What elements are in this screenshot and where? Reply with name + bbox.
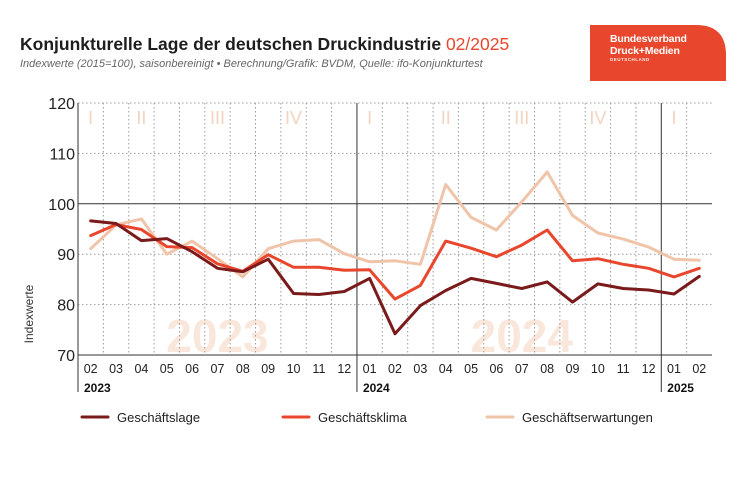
- y-tick-label-70: 70: [57, 348, 75, 365]
- bvdm-logo: [590, 25, 726, 81]
- x-tick-label: 07: [515, 362, 529, 376]
- quarter-label-0: I: [88, 108, 93, 128]
- legend-label-geschäftsklima: Geschäftsklima: [318, 410, 408, 425]
- quarter-label-7: IV: [589, 108, 606, 128]
- x-tick-label: 11: [617, 362, 630, 376]
- logo-line-3: DEUTSCHLAND: [610, 57, 650, 62]
- x-tick-label: 09: [261, 362, 275, 376]
- year-watermark-2024: 2024: [471, 310, 574, 362]
- y-tick-label-100: 100: [48, 197, 75, 214]
- logo-text: Bundesverband Druck+Medien DEUTSCHLAND: [610, 33, 687, 63]
- quarter-label-1: II: [136, 108, 146, 128]
- quarter-label-2: III: [210, 108, 225, 128]
- x-tick-label: 02: [692, 362, 706, 376]
- title-period: 02/2025: [445, 34, 510, 54]
- x-tick-label: 11: [312, 362, 325, 376]
- x-tick-label: 01: [667, 362, 681, 376]
- y-tick-label-90: 90: [57, 247, 75, 264]
- legend-label-geschäftserwartungen: Geschäftserwartungen: [522, 410, 653, 425]
- legend-label-geschäftslage: Geschäftslage: [117, 410, 200, 425]
- x-tick-label: 08: [540, 362, 554, 376]
- x-tick-label: 10: [287, 362, 301, 376]
- logo-line-2: Druck+Medien: [610, 45, 680, 57]
- x-tick-label: 05: [160, 362, 174, 376]
- x-tick-label: 03: [413, 362, 427, 376]
- x-tick-label: 06: [489, 362, 503, 376]
- chart-subtitle: Indexwerte (2015=100), saisonbereinigt •…: [20, 58, 483, 70]
- x-tick-label: 04: [134, 362, 148, 376]
- x-tick-label: 03: [109, 362, 123, 376]
- y-tick-label-120: 120: [48, 96, 75, 113]
- chart-title: Konjunkturelle Lage der deutschen Drucki…: [20, 34, 509, 55]
- title-text: Konjunkturelle Lage der deutschen Drucki…: [20, 34, 442, 54]
- series-line-geschäftserwartungen: [89, 170, 701, 279]
- y-tick-label-80: 80: [57, 298, 75, 315]
- quarter-label-8: I: [671, 108, 676, 128]
- x-tick-label: 12: [642, 362, 656, 376]
- x-tick-label: 02: [388, 362, 402, 376]
- year-label-2025: 2025: [667, 381, 694, 395]
- quarter-label-5: II: [441, 108, 451, 128]
- x-tick-label: 12: [337, 362, 351, 376]
- x-tick-label: 01: [363, 362, 377, 376]
- series-line-geschäftsklima: [89, 223, 701, 301]
- x-tick-label: 05: [464, 362, 478, 376]
- quarter-label-6: III: [514, 108, 529, 128]
- year-label-2023: 2023: [84, 381, 111, 395]
- series-line-geschäftslage: [89, 219, 701, 336]
- quarter-label-3: IV: [285, 108, 302, 128]
- x-tick-label: 08: [236, 362, 250, 376]
- year-watermark-2023: 2023: [166, 310, 268, 362]
- y-axis-label: Indexwerte: [22, 284, 36, 343]
- x-tick-label: 09: [566, 362, 580, 376]
- x-tick-label: 06: [185, 362, 199, 376]
- x-tick-label: 07: [211, 362, 225, 376]
- x-tick-label: 10: [591, 362, 605, 376]
- year-label-2024: 2024: [363, 381, 390, 395]
- x-tick-label: 04: [439, 362, 453, 376]
- y-tick-label-110: 110: [49, 146, 75, 163]
- x-tick-label: 02: [84, 362, 98, 376]
- quarter-label-4: I: [367, 108, 372, 128]
- logo-line-1: Bundesverband: [610, 33, 687, 45]
